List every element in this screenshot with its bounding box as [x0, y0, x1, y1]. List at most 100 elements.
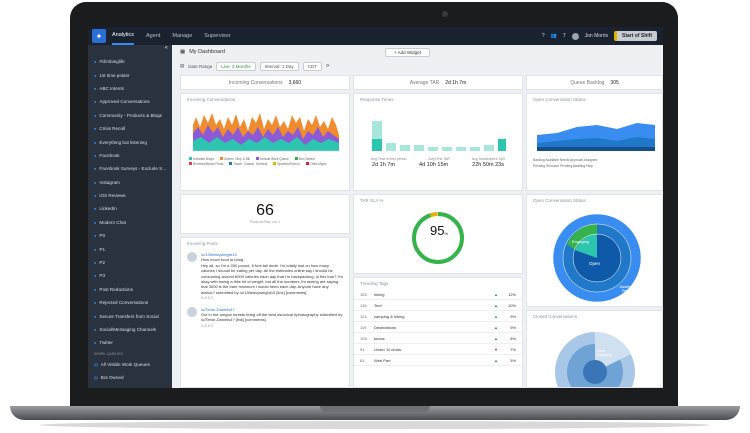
- tag-row[interactable]: 134 Tent ▲ 10%: [354, 300, 522, 311]
- sidebar: « ● #climbinglife ● 1st time poster ● ABC Int…: [88, 45, 172, 388]
- post-title: How much food to bring: [201, 257, 244, 263]
- sidebar-item[interactable]: ● Social/Messaging Channels: [88, 323, 172, 336]
- nav-analytics[interactable]: Analytics: [112, 27, 135, 45]
- closed-donut-chart: [555, 331, 635, 387]
- arrow-up-icon: ▲: [494, 291, 498, 297]
- sidebar-item[interactable]: ● Instagram: [88, 176, 172, 189]
- sidebar-item-label: Twitter: [99, 340, 113, 346]
- avatar[interactable]: [571, 32, 579, 40]
- legend-label: Bot Owned: [298, 157, 315, 161]
- closed-label: Done Engaging: [597, 349, 612, 357]
- sidebar-item-label: Everything but listening: [99, 139, 147, 145]
- laptop-base: [10, 406, 740, 420]
- pin-icon: ●: [94, 166, 97, 172]
- live-select[interactable]: Live: 3 Months: [216, 61, 256, 71]
- tag-row[interactable]: 103 kudos ▲ 8%: [354, 333, 522, 344]
- legend-label: Urbanite Blogs: [193, 157, 214, 161]
- tag-row[interactable]: 124 camping & hiking ▲ 9%: [354, 311, 522, 322]
- sidebar-item[interactable]: ● iOS Reviews: [88, 189, 172, 202]
- sidebar-item[interactable]: ● LinkedIn: [88, 202, 172, 215]
- dashboard-header: ▦ My Dashboard + Add Widget: [172, 45, 663, 59]
- app-logo-icon[interactable]: ✦: [92, 29, 106, 43]
- sidebar-item[interactable]: ● Community - Products & Blogs: [88, 109, 172, 122]
- sidebar-item[interactable]: ● Facebook Surveys - Exclude S...: [88, 162, 172, 175]
- sidebar-item[interactable]: ● 1st time poster: [88, 68, 172, 81]
- widget-closed-conversations: Closed Conversations Done Engaging: [526, 310, 663, 388]
- widget-title: Closed Conversations: [533, 314, 578, 319]
- refresh-icon[interactable]: ⟳: [325, 63, 330, 68]
- user-name[interactable]: Jon Morris: [584, 33, 608, 39]
- post-user[interactable]: /u/Tenor-Daniels4?: [201, 306, 235, 312]
- sidebar-item-label: Modern Chat: [99, 219, 126, 225]
- tag-name: hiking: [374, 291, 385, 297]
- sidebar-item[interactable]: ▤ Bot Owned: [88, 371, 172, 384]
- nav-agent[interactable]: Agent: [146, 33, 161, 39]
- sidebar-item[interactable]: ● Twitter: [88, 336, 172, 349]
- sidebar-item[interactable]: ● P3: [88, 269, 172, 282]
- sidebar-item[interactable]: ● Everything but listening: [88, 135, 172, 148]
- tag-percent: 9%: [510, 324, 516, 330]
- pin-icon: ●: [94, 219, 97, 225]
- top-nav: ✦ Analytics Agent Manage Supervisor ? 👥 …: [88, 27, 663, 45]
- sidebar-item[interactable]: ● Modern Chat: [88, 216, 172, 229]
- pin-icon: ●: [94, 72, 97, 78]
- post-item[interactable]: /u/13heavyweight13 How much food to brin…: [181, 249, 349, 304]
- sidebar-item[interactable]: ● ABC Intents: [88, 82, 172, 95]
- sidebar-item[interactable]: ● Secure Transfers from Social: [88, 309, 172, 322]
- sidebar-item[interactable]: ● Post Redactions: [88, 283, 172, 296]
- app-screen: ✦ Analytics Agent Manage Supervisor ? 👥 …: [88, 27, 663, 388]
- start-shift-button[interactable]: Start of Shift: [614, 31, 657, 41]
- sidebar-item[interactable]: ▤ All Visible Work Queues: [88, 358, 172, 371]
- sidebar-item[interactable]: ● #climbinglife: [88, 55, 172, 68]
- sidebar-item[interactable]: ● P2: [88, 256, 172, 269]
- sidebar-item[interactable]: ● P1: [88, 242, 172, 255]
- pin-icon: ●: [94, 313, 97, 319]
- tag-row[interactable]: 119 Destinations ▲ 9%: [354, 322, 522, 333]
- nav-supervisor[interactable]: Supervisor: [204, 33, 231, 39]
- widget-incoming-conversations: Incoming Conversations Urbanite Blogs Ord…: [180, 93, 350, 191]
- sla-value: 95: [429, 223, 445, 238]
- sidebar-item[interactable]: ● Facebook: [88, 149, 172, 162]
- sidebar-item-label: Facebook: [99, 152, 120, 158]
- post-item[interactable]: /u/Tenor-Daniels4? Out in the oregon for…: [181, 304, 349, 332]
- kpi-tar: Average TAR 2d 1h 7m: [353, 75, 523, 90]
- legend-item: Bot Owned: [294, 157, 315, 161]
- tag-percent: 9%: [510, 313, 516, 319]
- sidebar-item[interactable]: ● Rejected Conversations: [88, 296, 172, 309]
- help-icon[interactable]: ?: [541, 33, 545, 39]
- widget-incoming-posts: Incoming Posts /u/13heavyweight13 How mu…: [180, 237, 350, 388]
- sidebar-item[interactable]: ● Approved Conversations: [88, 95, 172, 108]
- pin-icon: ●: [94, 233, 97, 239]
- tag-name: camping & hiking: [374, 313, 405, 319]
- nav-manage[interactable]: Manage: [172, 33, 193, 39]
- collapse-icon[interactable]: «: [164, 45, 168, 51]
- kpi-tar-label: Average TAR: [409, 79, 440, 86]
- timezone-select[interactable]: CDT: [302, 61, 322, 71]
- sidebar-item[interactable]: ● P0: [88, 229, 172, 242]
- widget-title: Incoming Posts: [187, 241, 218, 246]
- grid-icon[interactable]: ▦: [180, 49, 186, 55]
- pin-icon: ●: [94, 327, 97, 332]
- legend-label: Crisis Mgmt: [309, 162, 327, 166]
- tag-row[interactable]: 153 hiking ▲ 12%: [354, 289, 522, 300]
- post-user[interactable]: /u/13heavyweight13: [201, 252, 237, 257]
- interval-select[interactable]: Interval: 1 Day: [259, 61, 299, 71]
- tag-row[interactable]: 91 Under 11 chars. ▼ 7%: [354, 344, 522, 355]
- tag-row[interactable]: 61 Web Part ▲ 5%: [354, 355, 522, 366]
- sidebar-item-label: iOS Reviews: [99, 193, 126, 199]
- kpi-backlog: Queue Backlog 305: [526, 75, 663, 90]
- sidebar-item-label: All Visible Work Queues: [100, 361, 150, 367]
- pin-icon: ●: [94, 112, 97, 118]
- sidebar-item-label: P2: [99, 260, 106, 266]
- people-icon[interactable]: 👥: [550, 33, 557, 39]
- tag-count: 134: [360, 302, 367, 308]
- sla-gauge: [412, 212, 464, 264]
- legend-label: Spanish/French: [277, 162, 300, 166]
- legend-needs-approval: Needs Approval: [559, 158, 583, 162]
- widget-open-status-donut: Open Conversation Status Engaging Open A…: [526, 194, 663, 307]
- sidebar-item[interactable]: ● Crisis Recall: [88, 122, 172, 135]
- arrow-up-icon: ▲: [494, 335, 498, 341]
- resp-label-3: Avg Subsequent TAR: [471, 157, 506, 161]
- add-widget-button[interactable]: + Add Widget: [384, 47, 430, 57]
- tag-count: 61: [360, 357, 365, 363]
